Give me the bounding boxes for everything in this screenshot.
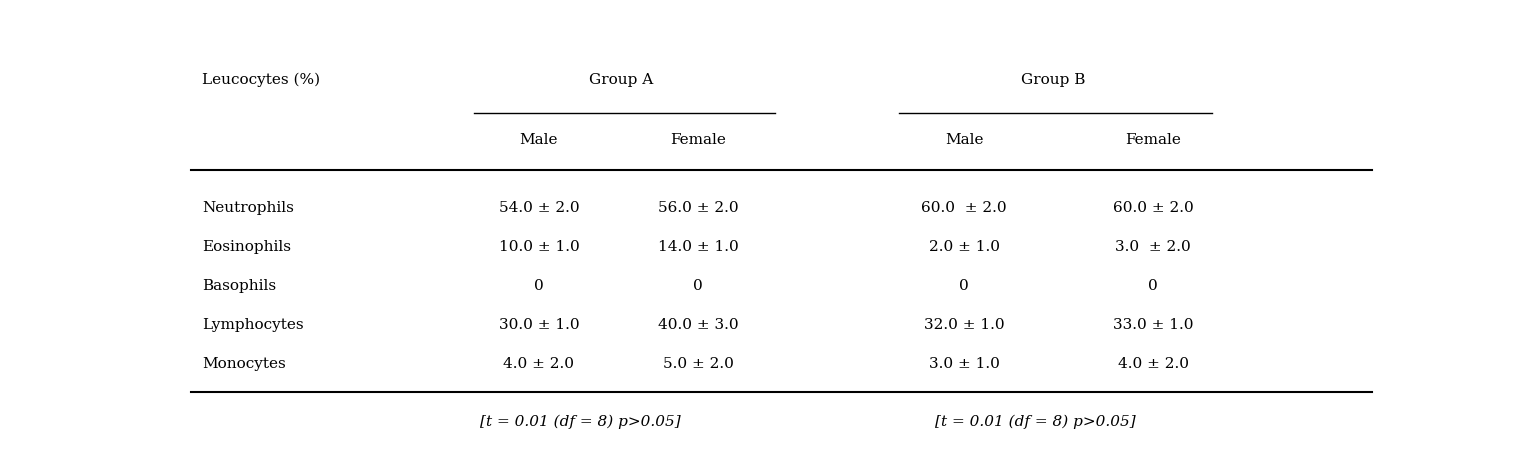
Text: Group B: Group B xyxy=(1021,73,1085,87)
Text: 30.0 ± 1.0: 30.0 ± 1.0 xyxy=(498,318,579,332)
Text: 0: 0 xyxy=(533,279,544,293)
Text: Neutrophils: Neutrophils xyxy=(203,202,294,215)
Text: 4.0 ± 2.0: 4.0 ± 2.0 xyxy=(1117,356,1189,371)
Text: Male: Male xyxy=(945,133,983,147)
Text: Eosinophils: Eosinophils xyxy=(203,240,291,254)
Text: 5.0 ± 2.0: 5.0 ± 2.0 xyxy=(663,356,735,371)
Text: 14.0 ± 1.0: 14.0 ± 1.0 xyxy=(658,240,739,254)
Text: 60.0  ± 2.0: 60.0 ± 2.0 xyxy=(922,202,1007,215)
Text: Female: Female xyxy=(671,133,727,147)
Text: Basophils: Basophils xyxy=(203,279,276,293)
Text: [t = 0.01 (df = 8) p>0.05]: [t = 0.01 (df = 8) p>0.05] xyxy=(480,414,681,429)
Text: 3.0  ± 2.0: 3.0 ± 2.0 xyxy=(1116,240,1190,254)
Text: 0: 0 xyxy=(693,279,703,293)
Text: Female: Female xyxy=(1125,133,1181,147)
Text: 2.0 ± 1.0: 2.0 ± 1.0 xyxy=(928,240,1000,254)
Text: 3.0 ± 1.0: 3.0 ± 1.0 xyxy=(928,356,1000,371)
Text: 0: 0 xyxy=(1148,279,1158,293)
Text: Lymphocytes: Lymphocytes xyxy=(203,318,303,332)
Text: Leucocytes (%): Leucocytes (%) xyxy=(203,72,320,87)
Text: 0: 0 xyxy=(959,279,969,293)
Text: [t = 0.01 (df = 8) p>0.05]: [t = 0.01 (df = 8) p>0.05] xyxy=(934,414,1135,429)
Text: 4.0 ± 2.0: 4.0 ± 2.0 xyxy=(503,356,575,371)
Text: 40.0 ± 3.0: 40.0 ± 3.0 xyxy=(658,318,739,332)
Text: 54.0 ± 2.0: 54.0 ± 2.0 xyxy=(498,202,579,215)
Text: 33.0 ± 1.0: 33.0 ± 1.0 xyxy=(1113,318,1193,332)
Text: 32.0 ± 1.0: 32.0 ± 1.0 xyxy=(924,318,1004,332)
Text: 10.0 ± 1.0: 10.0 ± 1.0 xyxy=(498,240,579,254)
Text: Monocytes: Monocytes xyxy=(203,356,287,371)
Text: Male: Male xyxy=(520,133,558,147)
Text: 60.0 ± 2.0: 60.0 ± 2.0 xyxy=(1113,202,1193,215)
Text: 56.0 ± 2.0: 56.0 ± 2.0 xyxy=(658,202,739,215)
Text: Group A: Group A xyxy=(590,73,654,87)
